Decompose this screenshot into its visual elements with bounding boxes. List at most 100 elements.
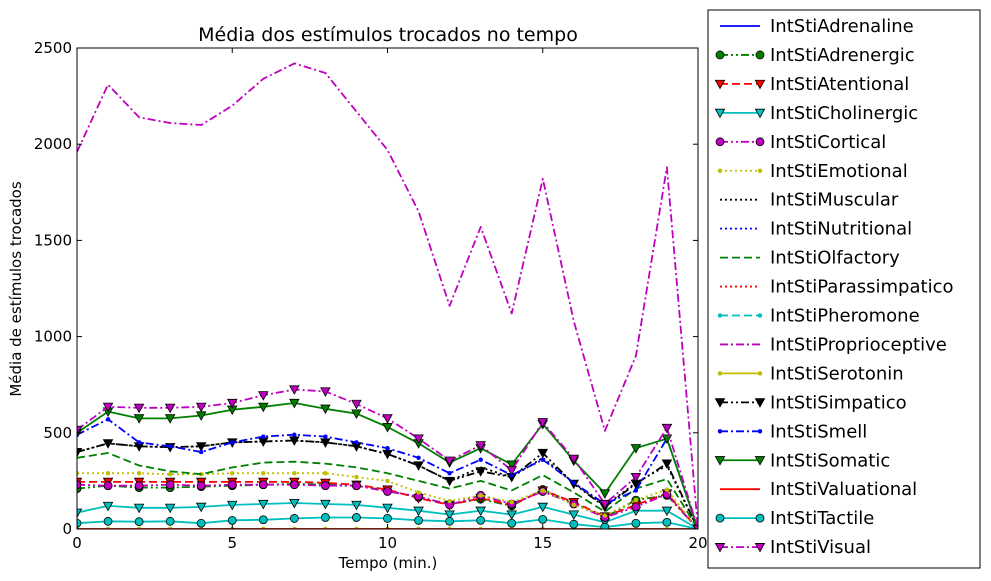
data-point bbox=[352, 481, 361, 491]
data-point bbox=[133, 414, 145, 424]
legend-item: IntStiOlfactory bbox=[720, 248, 900, 269]
data-point bbox=[227, 515, 237, 525]
legend-marker bbox=[715, 513, 725, 523]
data-point bbox=[599, 499, 611, 510]
legend: IntStiAdrenaline IntStiAdrenergic IntStiAt… bbox=[707, 9, 981, 569]
legend-marker bbox=[714, 398, 726, 408]
data-point bbox=[382, 422, 393, 433]
data-point bbox=[195, 402, 207, 413]
legend-marker bbox=[757, 429, 763, 434]
data-point bbox=[258, 391, 269, 401]
legend-label: IntStiTactile bbox=[770, 508, 874, 529]
x-tick-label: 0 bbox=[72, 534, 82, 552]
series-IntStiEmotional bbox=[77, 470, 698, 529]
series-line bbox=[77, 480, 698, 529]
data-point bbox=[631, 502, 641, 512]
data-point bbox=[103, 516, 113, 526]
data-point bbox=[196, 518, 206, 528]
data-point bbox=[475, 441, 486, 451]
data-point bbox=[323, 470, 328, 476]
legend-label: IntStiOlfactory bbox=[770, 248, 900, 269]
data-point bbox=[261, 470, 266, 476]
x-tick-label: 5 bbox=[227, 534, 237, 552]
legend-marker bbox=[715, 50, 725, 60]
legend-marker bbox=[717, 429, 723, 434]
legend-item: IntStiCholinergic bbox=[714, 103, 918, 124]
data-point bbox=[230, 440, 235, 445]
legend-item: IntStiSimpatico bbox=[714, 392, 907, 413]
data-point bbox=[600, 522, 610, 529]
data-point bbox=[537, 418, 549, 428]
data-point bbox=[413, 506, 424, 517]
legend-item: IntStiTactile bbox=[715, 508, 874, 529]
data-point bbox=[599, 489, 611, 499]
data-point bbox=[77, 447, 83, 458]
data-point bbox=[540, 457, 545, 462]
data-point bbox=[351, 500, 362, 511]
legend-marker bbox=[714, 456, 726, 466]
data-point bbox=[475, 467, 486, 477]
legend-marker bbox=[754, 398, 766, 408]
y-axis-label: Média de estímulos trocados bbox=[7, 181, 25, 397]
legend-label: IntStiVisual bbox=[770, 537, 871, 558]
data-point bbox=[537, 448, 549, 459]
data-point bbox=[569, 519, 579, 529]
chart-title: Média dos estímulos trocados no tempo bbox=[198, 24, 578, 46]
legend-marker bbox=[755, 513, 765, 523]
data-point bbox=[630, 472, 642, 483]
data-point bbox=[77, 518, 82, 528]
data-point bbox=[385, 445, 390, 451]
data-point bbox=[165, 516, 175, 526]
legend-item: IntStiNutritional bbox=[720, 219, 912, 240]
data-point bbox=[354, 440, 359, 445]
data-point bbox=[230, 470, 235, 476]
data-point bbox=[414, 515, 423, 525]
data-point bbox=[444, 510, 455, 520]
y-tick-label: 2500 bbox=[34, 39, 72, 57]
data-point bbox=[102, 402, 114, 413]
y-tick-label: 0 bbox=[62, 520, 72, 538]
legend-item: IntStiAdrenergic bbox=[715, 45, 915, 66]
y-tick-label: 1500 bbox=[34, 231, 72, 249]
data-point bbox=[320, 481, 330, 491]
data-point bbox=[258, 480, 268, 490]
legend-item: IntStiSomatic bbox=[714, 450, 890, 471]
data-point bbox=[413, 461, 424, 471]
axis-layer: 0 5 10 15 20 0 500 1000 1500 2000 2500 bbox=[34, 39, 708, 552]
data-point bbox=[198, 449, 204, 455]
legend-label: IntStiProprioceptive bbox=[770, 334, 947, 355]
data-point bbox=[320, 513, 330, 522]
data-point bbox=[444, 456, 455, 467]
data-point bbox=[164, 403, 176, 414]
legend-item: IntStiAtentional bbox=[714, 74, 909, 95]
data-point bbox=[537, 502, 549, 513]
data-point bbox=[630, 444, 642, 454]
legend-label: IntStiAdrenergic bbox=[770, 45, 915, 66]
data-point bbox=[506, 466, 517, 476]
legend-item: IntStiSmell bbox=[717, 421, 867, 442]
data-point bbox=[383, 487, 392, 496]
legend-item: IntStiAdrenaline bbox=[720, 16, 914, 37]
y-tick-label: 500 bbox=[43, 424, 72, 442]
data-point bbox=[226, 500, 238, 511]
legend-marker bbox=[717, 313, 723, 318]
legend-label: IntStiValuational bbox=[770, 479, 917, 500]
data-point bbox=[633, 497, 639, 503]
data-point bbox=[476, 515, 486, 525]
data-point bbox=[509, 499, 514, 505]
data-point bbox=[136, 440, 142, 445]
data-point bbox=[77, 480, 82, 490]
data-point bbox=[540, 488, 545, 493]
y-tick-label: 1000 bbox=[34, 328, 72, 346]
data-point bbox=[134, 481, 144, 491]
legend-label: IntStiPheromone bbox=[770, 306, 920, 327]
data-point bbox=[351, 399, 362, 410]
data-point bbox=[164, 503, 176, 514]
series-IntStiVisual bbox=[77, 385, 698, 529]
legend-label: IntStiNutritional bbox=[770, 219, 912, 240]
legend-marker bbox=[714, 108, 726, 119]
data-point bbox=[478, 493, 483, 498]
data-point bbox=[134, 517, 144, 527]
series-IntStiCortical bbox=[77, 480, 698, 529]
x-axis-label: Tempo (min.) bbox=[338, 554, 438, 572]
